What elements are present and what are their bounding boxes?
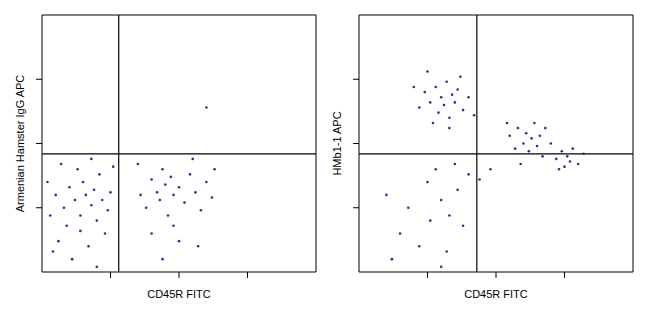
svg-text:CD45R FITC: CD45R FITC xyxy=(464,288,528,300)
svg-text:CD45R FITC: CD45R FITC xyxy=(147,288,211,300)
svg-text:Armenian Hamster IgG APC: Armenian Hamster IgG APC xyxy=(14,75,26,213)
svg-text:HMb1-1 APC: HMb1-1 APC xyxy=(331,111,343,175)
